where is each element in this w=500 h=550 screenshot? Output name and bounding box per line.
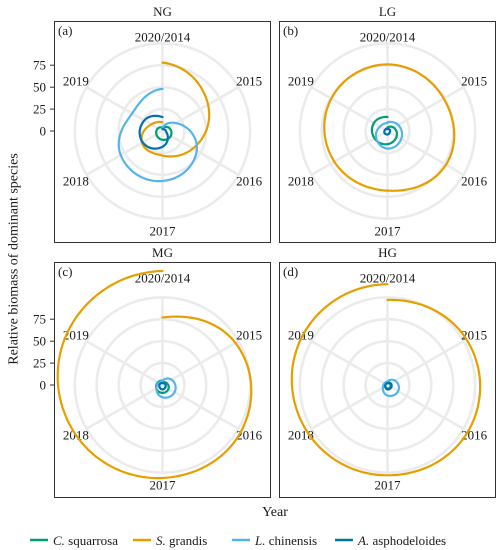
legend: C. squarrosa S. grandis L. chinensis A. asp… [30,533,446,548]
series-line-l-chinensis [381,378,400,397]
panel-mg: 2020/201420152016201720182019(c)MG025507… [33,245,271,498]
panel-tag: (d) [283,264,298,279]
panels: 2020/2014 2015 2016 2017 2018 2019 (a) NG 0 25 50 7… [33,4,496,498]
legend-label: L. chinensis [254,533,317,548]
theta-label: 2020/2014 [360,271,416,286]
legend-item-a-asphodeloides: A. asphodeloides [335,533,446,548]
theta-label: 2016 [461,174,488,189]
panel-title: MG [152,245,173,260]
panel-frame [54,21,271,243]
theta-label: 2019 [63,74,89,89]
grid-spoke [386,340,465,387]
series-line-a-asphodeloides [384,381,393,391]
y-tick-label: 75 [33,58,46,73]
legend-item-s-grandis: S. grandis [133,533,207,548]
theta-label: 2020/2014 [135,30,191,45]
theta-label: 2018 [288,174,314,189]
grid-spoke [161,129,240,176]
theta-label: 2017 [375,478,402,493]
grid-spoke [85,129,164,176]
theta-label: 2016 [236,174,263,189]
legend-item-l-chinensis: L. chinensis [232,533,317,548]
grid-spoke [161,340,240,387]
y-tick-label: 25 [33,356,46,371]
panel-tag: (a) [58,23,72,38]
series-line-l-chinensis [374,120,404,150]
y-tick-label: 50 [33,80,46,95]
y-tick-label: 0 [40,124,47,139]
legend-label: S. grandis [156,533,207,548]
theta-label: 2019 [63,328,89,343]
theta-label: 2020/2014 [135,271,191,286]
panel-lg: 2020/2014 2015 2016 2017 2018 2019 (b) LG [279,4,496,243]
series-line-c-squarrosa [370,115,398,146]
panel-title: NG [153,4,172,19]
theta-label: 2017 [375,224,402,239]
grid-spoke [85,86,164,133]
grid-spoke [310,383,389,430]
legend-label: A. asphodeloides [357,533,446,548]
grid-spoke [386,383,465,430]
grid-spoke [85,383,164,430]
theta-label: 2015 [461,74,487,89]
y-axis-title: Relative biomass of dominant species [7,153,22,365]
y-tick-label: 25 [33,102,46,117]
panel-frame [279,21,496,243]
grid-spoke [386,129,465,176]
y-tick-label: 50 [33,334,46,349]
grid-spoke [386,86,465,133]
panel-frame [279,262,496,498]
theta-label: 2017 [150,224,177,239]
series-line-a-asphodeloides [383,127,392,136]
theta-label: 2015 [236,74,262,89]
series-line-a-asphodeloides [138,114,169,150]
y-tick-label: 0 [40,378,47,393]
series-line-l-chinensis [117,87,198,183]
panel-tag: (c) [58,264,72,279]
series-line-l-chinensis [155,377,177,399]
panel-frame [54,262,271,498]
y-tick-label: 75 [33,312,46,327]
series-line-s-grandis [140,61,211,158]
series-line-s-grandis [323,63,456,192]
series-line-s-grandis [56,269,253,480]
panel-tag: (b) [283,23,298,38]
theta-label: 2017 [150,478,177,493]
series-line-a-asphodeloides [158,382,167,391]
theta-label: 2016 [236,428,263,443]
x-axis-title: Year [262,505,288,520]
theta-label: 2019 [288,74,314,89]
grid-spoke [310,86,389,133]
grid-spoke [310,340,389,387]
theta-label: 2019 [288,328,314,343]
legend-item-c-squarrosa: C. squarrosa [30,533,118,548]
series-line-c-squarrosa [155,125,173,141]
panel-title: HG [378,245,397,260]
grid-spoke [85,340,164,387]
panel-title: LG [379,4,396,19]
series-line-s-grandis [290,283,482,477]
theta-label: 2015 [461,328,487,343]
theta-label: 2020/2014 [360,30,416,45]
theta-label: 2018 [63,174,89,189]
legend-label: C. squarrosa [53,533,118,548]
theta-label: 2015 [236,328,262,343]
panel-ng: 2020/2014 2015 2016 2017 2018 2019 (a) NG 0 25 50 7… [33,4,271,243]
